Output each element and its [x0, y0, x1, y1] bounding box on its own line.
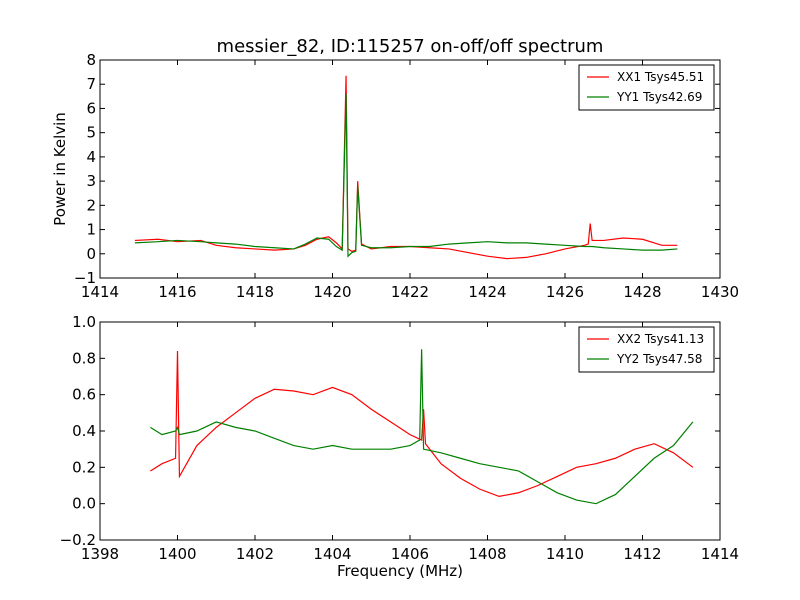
series-line-2-1 — [150, 351, 694, 498]
x-tick-label: 1422 — [391, 283, 429, 301]
y-tick-label: 5 — [86, 124, 96, 142]
y-tick-label: −1 — [74, 269, 96, 287]
y-tick-label: 0.0 — [72, 495, 96, 513]
legend: XX1 Tsys45.51 YY1 Tsys42.69 — [578, 64, 715, 111]
x-tick-label: 1426 — [546, 283, 584, 301]
series-line-2-2 — [150, 349, 694, 505]
x-tick-label: 1398 — [81, 545, 119, 563]
x-tick-label: 1416 — [158, 283, 196, 301]
x-tick-label: 1430 — [701, 283, 739, 301]
x-tick-label: 1400 — [158, 545, 196, 563]
x-axis-label: Frequency (MHz) — [337, 562, 463, 580]
bottom-spectrum-panel: 1398 1400 1402 1404 1406 1408 1410 1412 1414 −0.2… — [60, 313, 740, 580]
y-tick-label: 8 — [86, 51, 96, 69]
series-line-1-2 — [134, 93, 678, 258]
x-tick-label: 1410 — [546, 545, 584, 563]
x-tick-label: 1428 — [623, 283, 661, 301]
y-tick-label: −0.2 — [60, 531, 96, 549]
y-tick-label: 1.0 — [72, 313, 96, 331]
y-tick-label: 2 — [86, 196, 96, 214]
y-tick-label: 6 — [86, 99, 96, 117]
legend-box — [578, 326, 715, 373]
y-tick-label: 1 — [86, 221, 96, 239]
x-tick-label: 1404 — [313, 545, 351, 563]
y-tick-label: 0 — [86, 245, 96, 263]
x-tick-label: 1414 — [701, 545, 739, 563]
x-tick-label: 1402 — [236, 545, 274, 563]
legend-box — [578, 64, 715, 111]
x-tick-label: 1408 — [468, 545, 506, 563]
y-tick-label: 0.8 — [72, 349, 96, 367]
y-tick-label: 4 — [86, 148, 96, 166]
x-tick-label: 1412 — [623, 545, 661, 563]
x-tick-label: 1406 — [391, 545, 429, 563]
x-tick-label: 1420 — [313, 283, 351, 301]
legend-label: YY2 Tsys47.58 — [616, 352, 702, 366]
y-tick-label: 0.6 — [72, 386, 96, 404]
y-axis-label: Power in Kelvin — [51, 112, 69, 226]
y-tick-label: 7 — [86, 75, 96, 93]
top-spectrum-panel: 1414 1416 1418 1420 1422 1424 1426 1428 1430−101… — [51, 51, 739, 301]
legend-label: YY1 Tsys42.69 — [616, 90, 702, 104]
legend-label: XX2 Tsys41.13 — [617, 332, 704, 346]
y-tick-label: 3 — [86, 172, 96, 190]
x-tick-label: 1424 — [468, 283, 506, 301]
x-tick-label: 1414 — [81, 283, 119, 301]
legend-label: XX1 Tsys45.51 — [617, 70, 704, 84]
y-tick-label: 0.2 — [72, 458, 96, 476]
legend: XX2 Tsys41.13 YY2 Tsys47.58 — [578, 326, 715, 373]
y-tick-label: 0.4 — [72, 422, 96, 440]
x-tick-label: 1418 — [236, 283, 274, 301]
chart-title: messier_82, ID:115257 on-off/off spectru… — [217, 36, 604, 57]
